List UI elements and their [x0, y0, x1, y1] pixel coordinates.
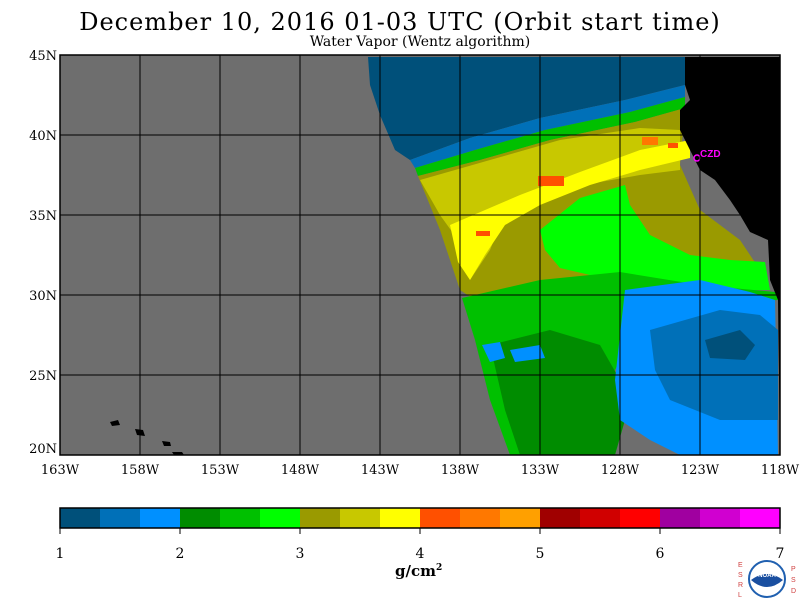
land-north-america — [680, 57, 780, 455]
swath-band-mid-blue — [410, 85, 685, 168]
colorbar-swatch — [540, 508, 581, 528]
lat-label: 40N — [29, 129, 57, 144]
colorbar-swatch — [500, 508, 541, 528]
colorbar-swatch — [380, 508, 421, 528]
map-area — [60, 55, 780, 455]
colorbar-swatch — [300, 508, 341, 528]
colorbar-tick-labels: 1 2 3 4 5 6 7 — [56, 528, 785, 562]
grid-lines — [60, 55, 780, 455]
colorbar-tick-label: 3 — [296, 546, 305, 562]
chart-subtitle: Water Vapor (Wentz algorithm) — [309, 34, 531, 50]
svg-text:E: E — [738, 562, 743, 569]
lon-label: 143W — [361, 463, 400, 478]
lon-label: 133W — [521, 463, 560, 478]
lat-label: 35N — [29, 209, 57, 224]
lon-label: 163W — [41, 463, 80, 478]
colorbar-swatch — [460, 508, 501, 528]
lon-label: 158W — [121, 463, 160, 478]
svg-text:D: D — [791, 588, 796, 595]
lat-label: 20N — [29, 442, 57, 457]
colorbar-swatch — [620, 508, 661, 528]
lon-label: 128W — [601, 463, 640, 478]
noaa-logo-text: NOAA — [758, 573, 776, 579]
vapor-max-patch-2 — [476, 231, 490, 236]
colorbar-tick-label: 6 — [656, 546, 665, 562]
units-exponent: 2 — [435, 563, 443, 573]
longitude-labels: 163W 158W 153W 148W 143W 138W 133W 128W 123W 118W — [41, 463, 800, 478]
colorbar-swatch — [220, 508, 261, 528]
vapor-max-patch-4 — [668, 143, 678, 148]
colorbar-tick-label: 7 — [776, 546, 785, 562]
colorbar-swatch — [260, 508, 301, 528]
psd-letters: PSD — [791, 566, 796, 595]
lat-label: 45N — [29, 49, 57, 64]
svg-text:R: R — [738, 582, 743, 589]
swath-band-dark-blue — [368, 57, 685, 160]
land-hawaii-kauai — [110, 420, 120, 426]
colorbar — [59, 507, 781, 529]
colorbar-swatch — [140, 508, 181, 528]
station-czd-label: CZD — [700, 149, 721, 160]
svg-text:S: S — [791, 577, 796, 584]
noaa-esrl-psd-logo: ES RL PSD NOAA — [738, 560, 796, 599]
colorbar-swatch — [340, 508, 381, 528]
colorbar-tick-label: 2 — [176, 546, 185, 562]
lon-label: 138W — [441, 463, 480, 478]
colorbar-swatch — [100, 508, 141, 528]
map-frame — [59, 54, 781, 456]
swath-band-yellow — [450, 140, 690, 280]
lon-label: 153W — [201, 463, 240, 478]
svg-text:S: S — [738, 572, 743, 579]
swath-band-dark-blue-south — [705, 330, 755, 360]
chart-title: December 10, 2016 01-03 UTC (Orbit start… — [79, 8, 721, 36]
latitude-labels: 45N 40N 35N 30N 25N 20N — [29, 49, 57, 457]
colorbar-tick-label: 4 — [416, 546, 425, 562]
swath-band-light-green — [540, 185, 770, 290]
swath-band-green — [415, 97, 685, 176]
colorbar-tick-label: 5 — [536, 546, 545, 562]
lat-label: 25N — [29, 369, 57, 384]
vapor-max-patch-3 — [642, 137, 658, 145]
colorbar-swatch — [660, 508, 701, 528]
colorbar-units: g/cm2 — [395, 562, 442, 580]
swath-band-dark-green — [490, 330, 625, 455]
swath-band-blue-patch — [482, 342, 505, 362]
esrl-letters: ES RL — [738, 562, 743, 599]
svg-text:L: L — [738, 592, 742, 599]
lon-label: 148W — [281, 463, 320, 478]
svg-text:P: P — [791, 566, 796, 573]
units-base: g/cm — [395, 562, 436, 580]
colorbar-swatch — [60, 508, 101, 528]
swath-band-blue-patch-2 — [510, 345, 545, 362]
colorbar-tick-label: 1 — [56, 546, 65, 562]
lat-label: 30N — [29, 289, 57, 304]
land-hawaii-maui — [162, 441, 171, 446]
noaa-logo-bird — [751, 574, 783, 587]
colorbar-swatch — [180, 508, 221, 528]
colorbar-swatch — [740, 508, 781, 528]
colorbar-swatch — [580, 508, 621, 528]
colorbar-swatch — [420, 508, 461, 528]
colorbar-swatch — [700, 508, 741, 528]
lon-label: 118W — [761, 463, 800, 478]
vapor-max-patch-1 — [538, 176, 564, 186]
lon-label: 123W — [681, 463, 720, 478]
